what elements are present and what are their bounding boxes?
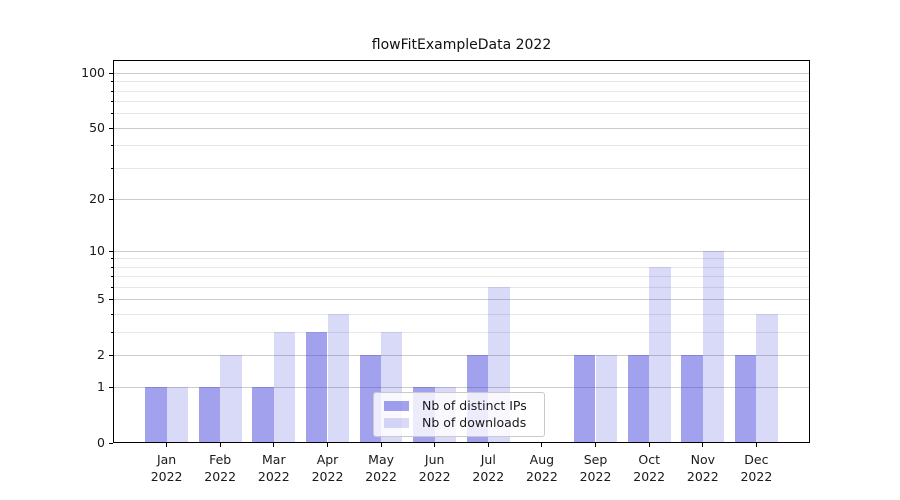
legend-label-downloads: Nb of downloads xyxy=(422,415,527,431)
x-tick-label-apr: Apr 2022 xyxy=(311,452,344,484)
y-minor-tick xyxy=(110,167,113,169)
y-tick xyxy=(109,443,113,444)
y-minor-tick xyxy=(110,276,113,278)
y-tick-label-2: 2 xyxy=(97,346,105,362)
y-tick xyxy=(109,299,113,301)
y-tick xyxy=(109,198,113,200)
bar-nb-of-distinct-ips-feb xyxy=(198,387,221,443)
bar-nb-of-distinct-ips-apr xyxy=(306,331,328,443)
bar-nb-of-downloads-mar xyxy=(273,331,296,443)
bar-nb-of-downloads-jan xyxy=(166,387,188,443)
gridline-minor xyxy=(113,101,810,103)
x-tick-label-dec: Dec 2022 xyxy=(740,452,773,484)
y-minor-tick xyxy=(110,81,113,83)
gridline-minor xyxy=(113,258,810,260)
x-tick xyxy=(219,443,221,447)
gridline-major xyxy=(113,127,810,129)
legend-label-distinct-ips: Nb of distinct IPs xyxy=(422,397,527,413)
gridline-minor xyxy=(113,276,810,278)
y-minor-tick xyxy=(110,258,113,260)
bar-nb-of-downloads-dec xyxy=(756,313,778,443)
y-tick-label-50: 50 xyxy=(89,119,105,135)
x-tick-label-sep: Sep 2022 xyxy=(579,452,612,484)
y-minor-tick xyxy=(110,145,113,147)
gridline-major xyxy=(113,354,810,356)
x-tick-label-mar: Mar 2022 xyxy=(257,452,290,484)
x-tick xyxy=(273,443,275,447)
legend-item-distinct-ips: Nb of distinct IPs xyxy=(384,397,534,413)
bar-nb-of-downloads-nov xyxy=(702,250,725,443)
x-tick xyxy=(434,443,436,447)
y-tick xyxy=(109,72,113,74)
gridline-major xyxy=(113,387,810,389)
y-tick xyxy=(109,387,113,389)
x-tick xyxy=(541,443,543,447)
bar-nb-of-distinct-ips-jan xyxy=(145,387,167,443)
y-tick xyxy=(109,127,113,129)
y-minor-tick xyxy=(110,313,113,315)
gridline-minor xyxy=(113,167,810,169)
bar-nb-of-downloads-feb xyxy=(220,354,242,443)
x-tick-label-nov: Nov 2022 xyxy=(686,452,719,484)
y-tick xyxy=(109,250,113,252)
y-tick-label-10: 10 xyxy=(89,242,105,258)
x-tick xyxy=(755,443,757,447)
x-tick xyxy=(648,443,650,447)
y-minor-tick xyxy=(110,266,113,268)
x-tick-label-oct: Oct 2022 xyxy=(633,452,666,484)
y-minor-tick xyxy=(110,113,113,115)
y-minor-tick xyxy=(110,286,113,288)
gridline-minor xyxy=(113,90,810,92)
y-tick-label-5: 5 xyxy=(97,291,105,307)
gridline-minor xyxy=(113,113,810,115)
x-tick-label-jan: Jan 2022 xyxy=(150,452,183,484)
y-tick-label-1: 1 xyxy=(97,379,105,395)
gridline-minor xyxy=(113,266,810,268)
gridline-major xyxy=(113,198,810,200)
x-tick xyxy=(487,443,489,447)
bar-nb-of-distinct-ips-oct xyxy=(627,354,650,443)
bar-nb-of-downloads-apr xyxy=(327,313,349,443)
legend-swatch-downloads xyxy=(384,418,409,429)
x-tick xyxy=(702,443,704,447)
y-minor-tick xyxy=(110,101,113,103)
x-tick-label-feb: Feb 2022 xyxy=(204,452,237,484)
bar-nb-of-downloads-oct xyxy=(649,266,671,443)
gridline-major xyxy=(113,299,810,301)
y-minor-tick xyxy=(110,331,113,333)
bar-nb-of-distinct-ips-sep xyxy=(574,354,596,443)
gridline-minor xyxy=(113,286,810,288)
bar-nb-of-distinct-ips-nov xyxy=(681,354,703,443)
x-tick xyxy=(595,443,596,447)
gridline-major xyxy=(113,250,810,252)
plot-area xyxy=(113,60,810,443)
gridline-minor xyxy=(113,313,810,315)
x-tick xyxy=(327,443,328,447)
legend-swatch-distinct-ips xyxy=(384,400,409,411)
x-tick xyxy=(166,443,168,447)
gridline-minor xyxy=(113,331,810,333)
y-tick-label-20: 20 xyxy=(89,190,105,206)
x-tick-label-jul: Jul 2022 xyxy=(472,452,505,484)
x-tick-label-aug: Aug 2022 xyxy=(525,452,558,484)
y-tick xyxy=(109,354,113,356)
x-tick-label-jun: Jun 2022 xyxy=(418,452,451,484)
chart-title: flowFitExampleData 2022 xyxy=(371,37,552,53)
gridline-minor xyxy=(113,81,810,83)
gridline-major xyxy=(113,72,810,74)
bar-nb-of-distinct-ips-mar xyxy=(252,387,274,443)
legend-item-downloads: Nb of downloads xyxy=(384,416,534,430)
y-minor-tick xyxy=(110,90,113,92)
bar-nb-of-downloads-sep xyxy=(595,354,617,443)
gridline-minor xyxy=(113,145,810,147)
legend: Nb of distinct IPs Nb of downloads xyxy=(373,392,545,437)
x-tick-label-may: May 2022 xyxy=(365,452,397,484)
y-tick-label-0: 0 xyxy=(97,435,105,450)
y-tick-label-100: 100 xyxy=(81,64,105,80)
bar-nb-of-distinct-ips-dec xyxy=(734,354,757,443)
x-tick xyxy=(380,443,382,447)
